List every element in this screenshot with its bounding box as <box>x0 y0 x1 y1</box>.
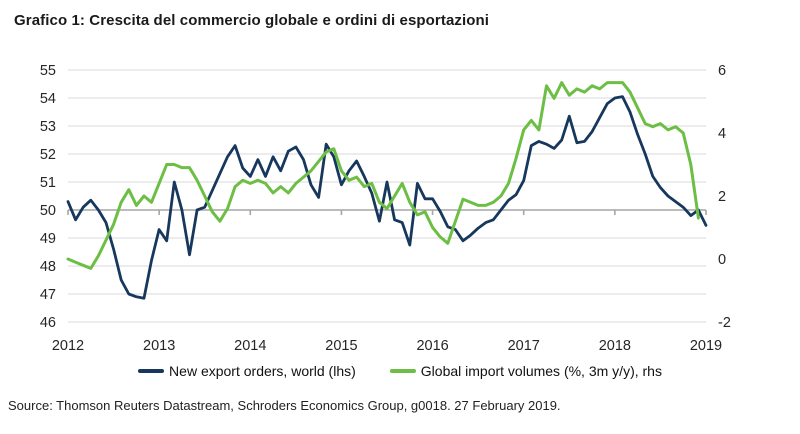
x-axis-year-label: 2017 <box>508 338 540 354</box>
x-axis-year-label: 2019 <box>690 338 722 354</box>
navy-line-swatch-icon <box>138 369 165 373</box>
legend-label-export-orders: New export orders, world (lhs) <box>169 363 356 379</box>
x-axis-year-label: 2015 <box>325 338 357 354</box>
rhs-axis-label: 4 <box>718 126 726 142</box>
legend-item-import-volumes: Global import volumes (%, 3m y/y), rhs <box>389 363 662 379</box>
lhs-axis-label: 52 <box>40 147 56 163</box>
x-axis-year-label: 2014 <box>234 338 266 354</box>
lhs-axis-label: 54 <box>40 91 56 107</box>
chart-canvas: 55 54 53 52 51 50 49 48 47 46 6 4 2 0 -2 2012 2013 2014 20… <box>40 63 731 354</box>
legend-item-export-orders: New export orders, world (lhs) <box>138 363 356 379</box>
source-note: Source: Thomson Reuters Datastream, Schr… <box>8 398 561 413</box>
rhs-axis-label: 2 <box>718 189 726 205</box>
rhs-axis-label: 0 <box>718 252 726 268</box>
lhs-axis-label: 49 <box>40 231 56 247</box>
x-axis-year-label: 2016 <box>416 338 448 354</box>
lhs-axis-label: 50 <box>40 203 56 219</box>
chart-legend: New export orders, world (lhs) Global im… <box>0 363 800 379</box>
x-axis-year-label: 2012 <box>52 338 84 354</box>
lhs-axis-label: 55 <box>40 63 56 79</box>
x-axis-year-label: 2018 <box>599 338 631 354</box>
lhs-axis-label: 48 <box>40 259 56 275</box>
rhs-axis-label: 6 <box>718 63 726 79</box>
lhs-axis-label: 53 <box>40 119 56 135</box>
import-volumes-line <box>66 81 700 270</box>
x-axis-year-label: 2013 <box>143 338 175 354</box>
chart-title: Grafico 1: Crescita del commercio global… <box>14 12 490 29</box>
export-orders-line <box>66 95 708 300</box>
lhs-axis-label: 46 <box>40 315 56 331</box>
lhs-axis-label: 51 <box>40 175 56 191</box>
legend-label-import-volumes: Global import volumes (%, 3m y/y), rhs <box>420 363 662 379</box>
lhs-axis-label: 47 <box>40 287 56 303</box>
rhs-axis-label: -2 <box>718 315 731 331</box>
green-line-swatch-icon <box>389 369 416 373</box>
